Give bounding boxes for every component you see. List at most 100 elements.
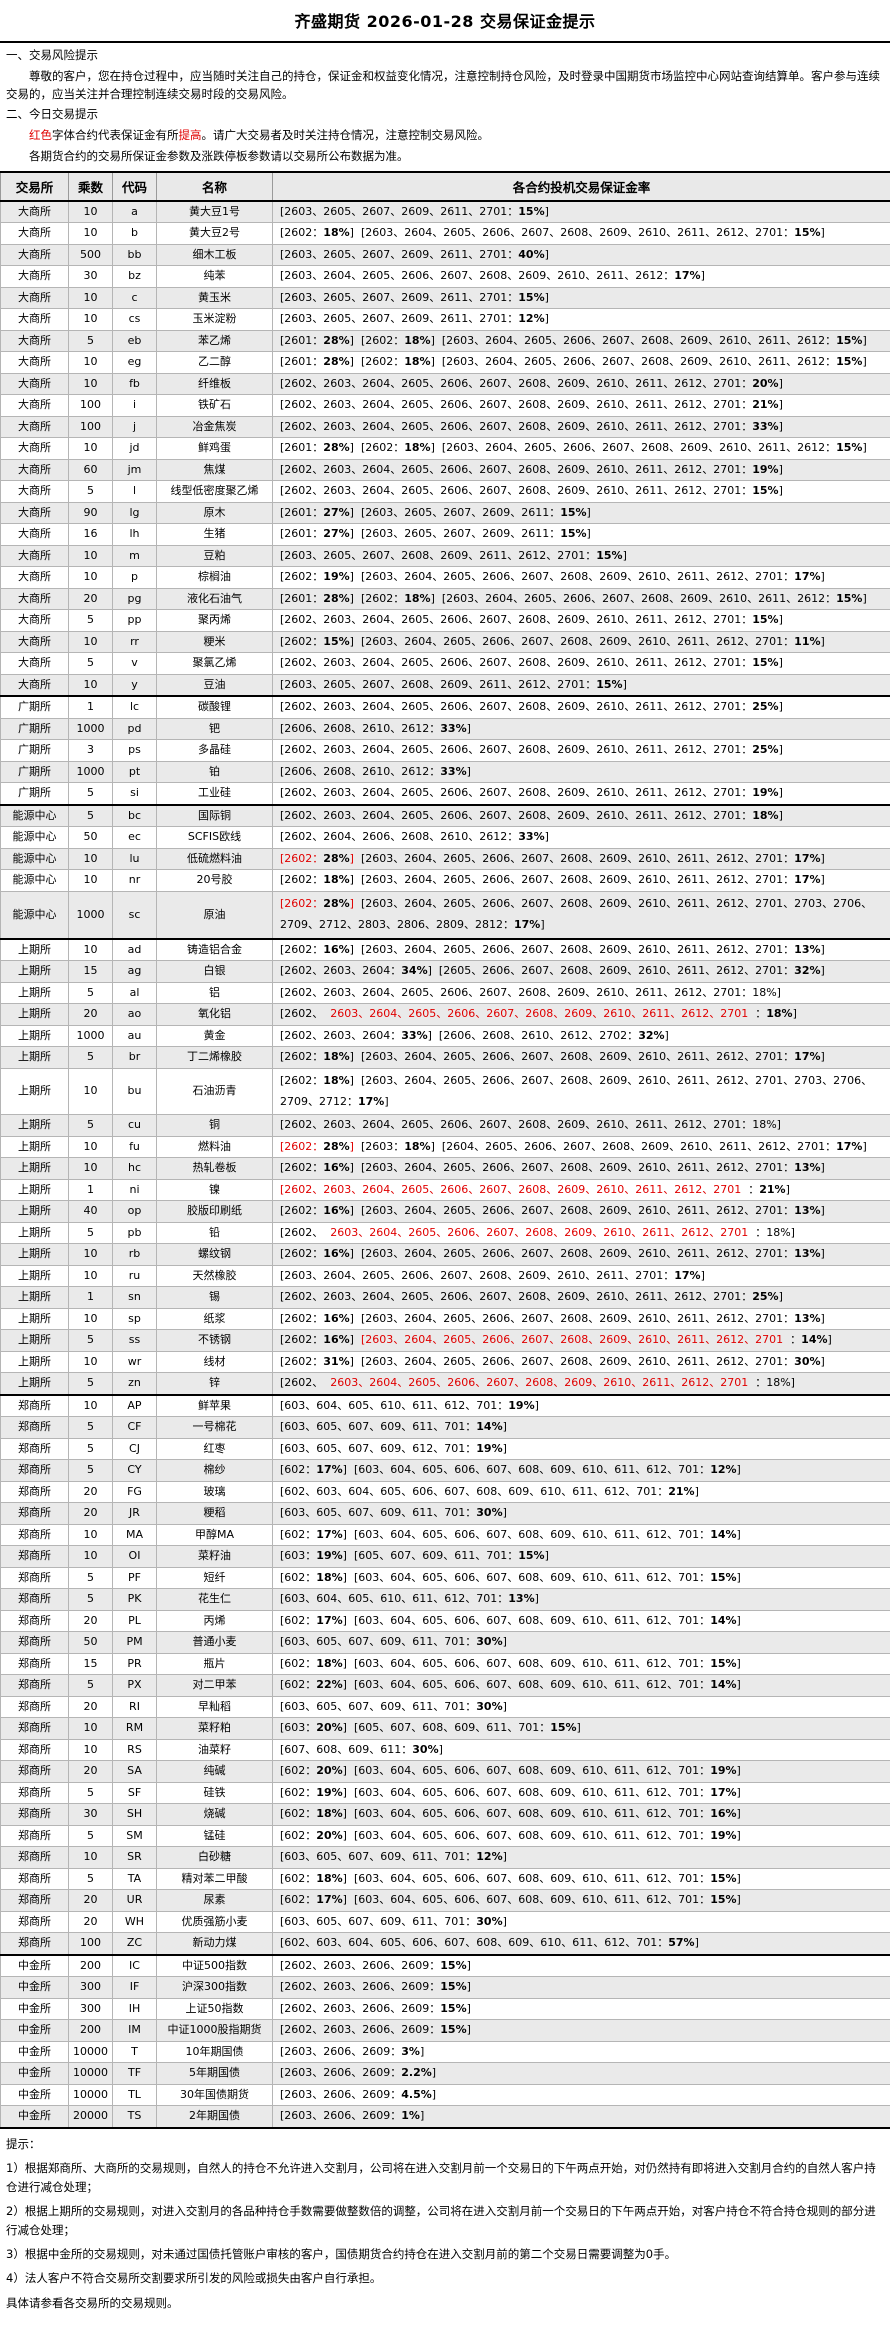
cell-code: ad [113, 939, 157, 961]
col-name: 名称 [157, 172, 273, 201]
cell-exchange: 郑商所 [1, 1718, 69, 1740]
cell-margin-rate: [2603、2606、2609：3%] [273, 2041, 890, 2063]
rate-segment: [603、604、605、610、611、612、701：19%] [280, 1399, 539, 1412]
cell-multiplier: 10 [69, 1136, 113, 1158]
cell-margin-rate: [2602：19%][2603、2604、2605、2606、2607、2608… [273, 567, 890, 589]
rate-segment: [2601：27%] [280, 527, 354, 540]
cell-margin-rate: [2603、2606、2609：1%] [273, 2106, 890, 2128]
cell-margin-rate: [603、605、607、609、611、701：12%] [273, 1847, 890, 1869]
cell-name: 碳酸锂 [157, 696, 273, 718]
cell-margin-rate: [2602：18%][2603、2604、2605、2606、2607、2608… [273, 1047, 890, 1069]
cell-code: fu [113, 1136, 157, 1158]
cell-margin-rate: [2602：16%][2603、2604、2605、2606、2607、2608… [273, 939, 890, 961]
cell-code: PK [113, 1589, 157, 1611]
rate-segment: [2603、2604、2605、2606、2607、2608、2609、2610… [280, 1269, 705, 1282]
cell-margin-rate: [2602：18%][2603、2604、2605、2606、2607、2608… [273, 1068, 890, 1115]
cell-margin-rate: [2603、2605、2607、2609、2611、2701：12%] [273, 309, 890, 331]
rate-segment: [2602、2603、2604、2605、2606、2607、2608、2609… [280, 484, 783, 497]
cell-margin-rate: [2603、2605、2607、2609、2611、2701：15%] [273, 287, 890, 309]
rate-segment: [603、604、605、606、607、608、609、610、611、612… [354, 1786, 741, 1799]
cell-code: cu [113, 1115, 157, 1137]
cell-exchange: 上期所 [1, 1201, 69, 1223]
cell-name: 粳米 [157, 631, 273, 653]
cell-margin-rate: [2602、2603、2604、2605、2606、2607、2608、2609… [273, 373, 890, 395]
cell-exchange: 郑商所 [1, 1460, 69, 1482]
cell-code: wr [113, 1351, 157, 1373]
cell-code: ZC [113, 1933, 157, 1955]
cell-name: 菜籽粕 [157, 1718, 273, 1740]
cell-multiplier: 60 [69, 459, 113, 481]
cell-multiplier: 10 [69, 1718, 113, 1740]
rate-segment: [603、604、605、606、607、608、609、610、611、612… [354, 1678, 741, 1691]
cell-multiplier: 20 [69, 1890, 113, 1912]
rate-segment: [2603、2604、2605、2606、2607、2608、2609、2610… [280, 897, 872, 931]
cell-multiplier: 10 [69, 567, 113, 589]
rate-segment: 2603、2604、2605、2606、2607、2608、2609、2610、… [330, 1226, 748, 1239]
cell-exchange: 郑商所 [1, 1567, 69, 1589]
cell-multiplier: 200 [69, 1955, 113, 1977]
rate-segment: [2602：18%] [280, 1074, 354, 1087]
cell-exchange: 郑商所 [1, 1868, 69, 1890]
today-section-title: 二、今日交易提示 [6, 106, 884, 124]
cell-multiplier: 10 [69, 1308, 113, 1330]
cell-exchange: 郑商所 [1, 1438, 69, 1460]
cell-multiplier: 500 [69, 244, 113, 266]
cell-name: 铁矿石 [157, 395, 273, 417]
cell-margin-rate: [602：20%][603、604、605、606、607、608、609、61… [273, 1761, 890, 1783]
cell-name: 早籼稻 [157, 1696, 273, 1718]
cell-multiplier: 10 [69, 1395, 113, 1417]
rate-segment: [2604、2605、2606、2607、2608、2609、2610、2611… [442, 1140, 867, 1153]
cell-margin-rate: [2602：16%][2603、2604、2605、2606、2607、2608… [273, 1244, 890, 1266]
today-section-line1: 红色字体合约代表保证金有所提高。请广大交易者及时关注持仓情况，注意控制交易风险。 [6, 127, 884, 145]
rate-segment: [2603：18%] [361, 1140, 435, 1153]
cell-multiplier: 50 [69, 1632, 113, 1654]
cell-exchange: 郑商所 [1, 1782, 69, 1804]
cell-code: sn [113, 1287, 157, 1309]
cell-code: bu [113, 1068, 157, 1115]
cell-multiplier: 5 [69, 610, 113, 632]
cell-multiplier: 10 [69, 939, 113, 961]
cell-multiplier: 10 [69, 309, 113, 331]
cell-name: 螺纹钢 [157, 1244, 273, 1266]
rate-segment: [2603、2604、2605、2606、2607、2608、2609、2610… [361, 1355, 825, 1368]
cell-code: IC [113, 1955, 157, 1977]
cell-name: 沪深300指数 [157, 1977, 273, 1999]
cell-margin-rate: [603、605、607、609、611、701：30%] [273, 1911, 890, 1933]
cell-margin-rate: [602：19%][603、604、605、606、607、608、609、61… [273, 1782, 890, 1804]
rate-segment: [602：17%] [280, 1528, 347, 1541]
cell-name: 瓶片 [157, 1653, 273, 1675]
cell-margin-rate: [2602、2603、2604、2605、2606、2607、2608、2609… [273, 416, 890, 438]
cell-name: 优质强筋小麦 [157, 1911, 273, 1933]
cell-multiplier: 10 [69, 1244, 113, 1266]
cell-code: RS [113, 1739, 157, 1761]
cell-name: 粳稻 [157, 1503, 273, 1525]
rate-segment: [603、605、607、609、611、701：14%] [280, 1420, 507, 1433]
cell-name: 液化石油气 [157, 588, 273, 610]
cell-multiplier: 5 [69, 330, 113, 352]
cell-multiplier: 5 [69, 1373, 113, 1395]
rate-segment: [603、604、605、606、607、608、609、610、611、612… [354, 1571, 741, 1584]
cell-multiplier: 10 [69, 1265, 113, 1287]
rate-segment: [2602：18%] [361, 441, 435, 454]
cell-exchange: 上期所 [1, 961, 69, 983]
cell-multiplier: 5 [69, 1825, 113, 1847]
cell-code: ao [113, 1004, 157, 1026]
cell-name: SCFIS欧线 [157, 827, 273, 849]
cell-exchange: 中金所 [1, 2084, 69, 2106]
cell-multiplier: 10 [69, 848, 113, 870]
cell-name: 黄大豆1号 [157, 201, 273, 223]
cell-name: 胶版印刷纸 [157, 1201, 273, 1223]
cell-name: 20号胶 [157, 870, 273, 892]
cell-code: SR [113, 1847, 157, 1869]
cell-multiplier: 1 [69, 696, 113, 718]
cell-multiplier: 5 [69, 982, 113, 1004]
cell-margin-rate: [2602、2603、2606、2609：15%] [273, 1977, 890, 1999]
